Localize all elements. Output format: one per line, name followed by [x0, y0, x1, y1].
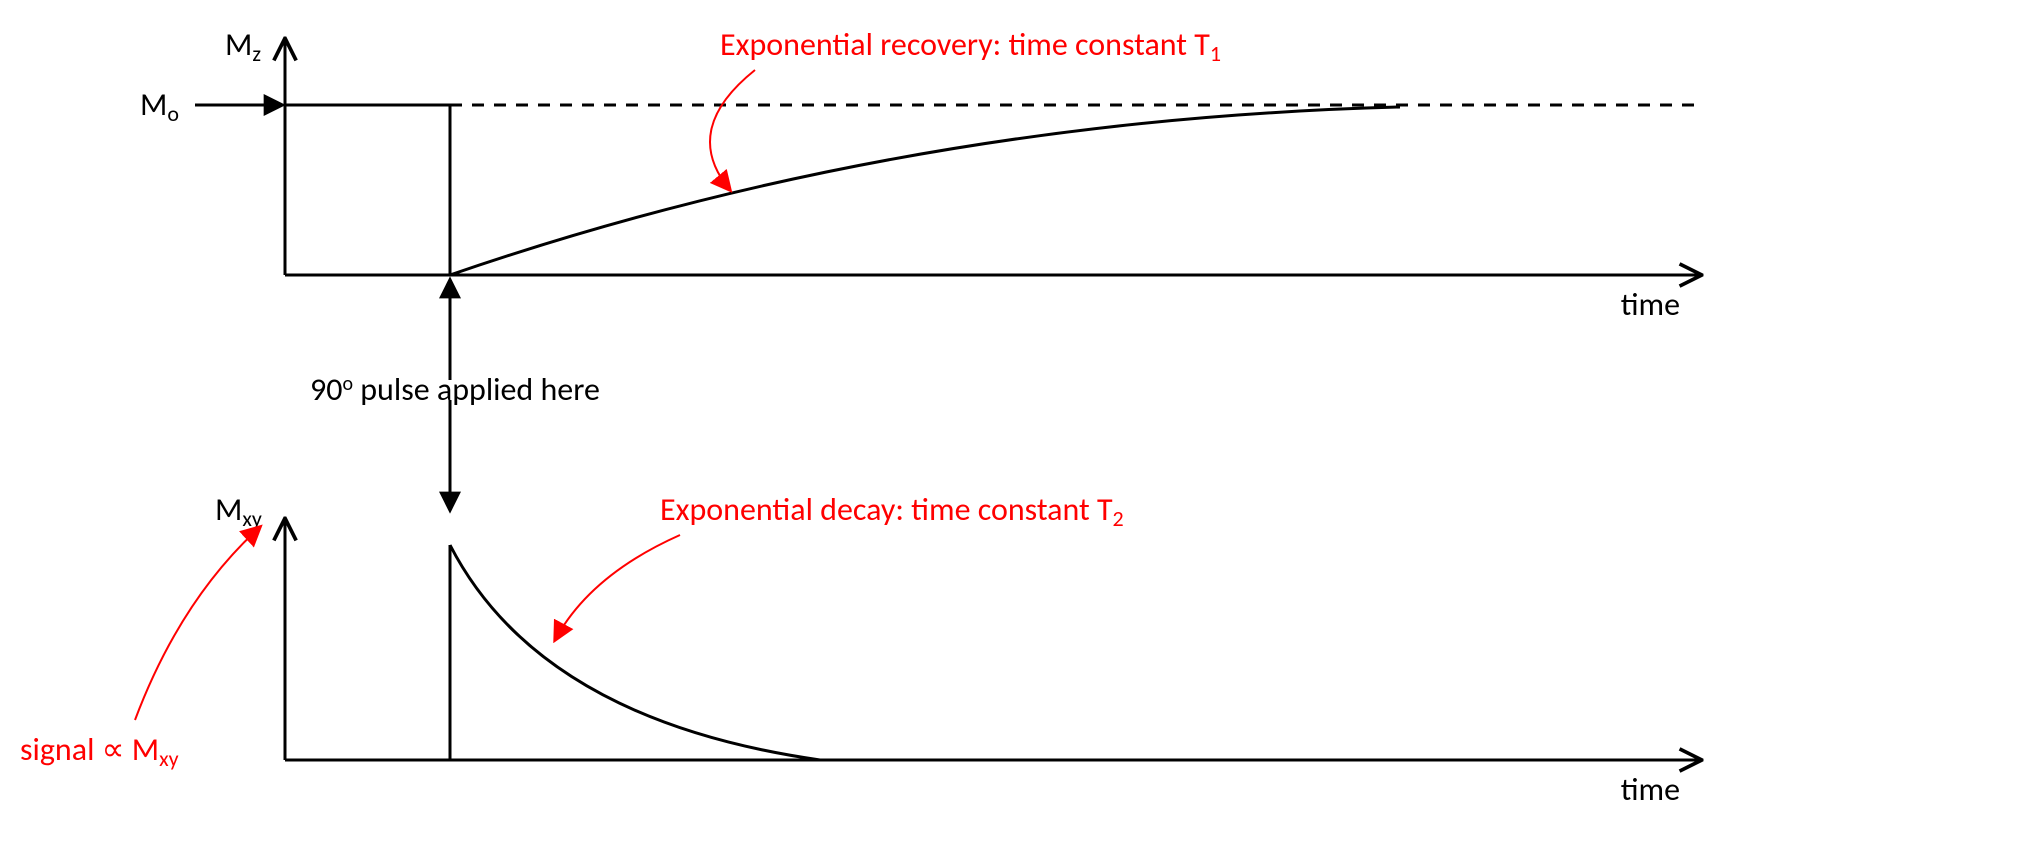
signal-annotation-arrow	[135, 527, 260, 720]
top-y-axis-label: Mz	[225, 25, 261, 67]
decay-curve	[450, 545, 820, 760]
signal-annotation-label: signal ∝ Mxy	[20, 730, 179, 772]
decay-annotation-label: Exponential decay: time constant T2	[660, 490, 1124, 532]
decay-annotation-arrow	[555, 535, 680, 640]
pulse-label: 90o pulse applied here	[310, 370, 600, 409]
recovery-annotation-label: Exponential recovery: time constant T1	[720, 25, 1221, 67]
top-x-axis-label: time	[1621, 285, 1680, 324]
bottom-y-axis-label: Mxy	[215, 490, 262, 532]
mo-label: Mo	[140, 85, 179, 127]
bottom-x-axis-label: time	[1621, 770, 1680, 809]
recovery-annotation-arrow	[710, 70, 755, 190]
recovery-curve	[450, 107, 1400, 275]
